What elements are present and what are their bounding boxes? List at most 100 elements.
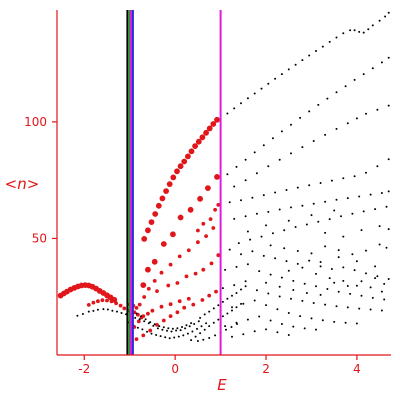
- data-point: [330, 179, 333, 182]
- data-point: [335, 36, 338, 39]
- data-point: [303, 282, 306, 285]
- data-point: [109, 299, 114, 304]
- data-point: [280, 276, 283, 279]
- data-point: [330, 268, 333, 270]
- data-point: [148, 328, 153, 333]
- data-point: [371, 67, 374, 70]
- data-point: [319, 293, 322, 296]
- data-point: [387, 278, 390, 280]
- data-point: [210, 121, 217, 127]
- data-point: [240, 302, 242, 305]
- data-point: [191, 302, 196, 307]
- data-point: [374, 208, 377, 211]
- data-point: [271, 137, 274, 140]
- data-point: [201, 267, 206, 272]
- data-point: [294, 226, 297, 228]
- data-point: [76, 314, 79, 317]
- data-point: [199, 134, 206, 141]
- data-point: [276, 308, 279, 311]
- data-point: [161, 328, 164, 331]
- data-point: [292, 289, 295, 291]
- data-point: [269, 273, 272, 276]
- data-point: [231, 335, 233, 338]
- data-point: [278, 208, 281, 211]
- data-point: [360, 294, 363, 297]
- data-point: [246, 318, 249, 321]
- data-point: [200, 325, 203, 328]
- data-point: [233, 185, 236, 188]
- data-point: [143, 320, 146, 323]
- data-point: [326, 97, 329, 100]
- y-tick-label: 100: [24, 115, 47, 129]
- data-point: [122, 306, 127, 311]
- data-point: [100, 298, 105, 303]
- data-point: [202, 338, 205, 341]
- data-point: [287, 68, 290, 71]
- data-point: [240, 102, 242, 105]
- data-point: [337, 256, 340, 259]
- data-point: [170, 174, 177, 181]
- data-point: [267, 292, 270, 295]
- data-point: [267, 165, 270, 168]
- data-point: [378, 243, 381, 246]
- data-point: [137, 302, 142, 307]
- data-point: [310, 317, 313, 320]
- data-point: [195, 138, 202, 145]
- data-point: [136, 326, 139, 329]
- data-point: [258, 270, 261, 273]
- data-point: [235, 321, 238, 324]
- data-point: [380, 192, 383, 194]
- data-point: [380, 61, 383, 64]
- data-point: [342, 266, 345, 269]
- data-point: [301, 299, 304, 302]
- data-point: [217, 304, 220, 307]
- data-point: [362, 31, 365, 34]
- data-point: [328, 277, 331, 280]
- data-point: [155, 323, 159, 327]
- data-point: [96, 299, 100, 304]
- data-point: [353, 78, 356, 81]
- data-point: [244, 179, 247, 182]
- data-point: [317, 103, 320, 106]
- data-point: [319, 182, 322, 184]
- data-point: [200, 298, 205, 302]
- data-point: [308, 259, 311, 262]
- data-point: [337, 249, 340, 252]
- data-point: [150, 332, 153, 335]
- data-point: [175, 310, 180, 315]
- data-point: [212, 307, 215, 310]
- data-point: [362, 73, 365, 76]
- data-point: [208, 217, 213, 222]
- data-point: [283, 247, 286, 250]
- data-point: [365, 272, 367, 275]
- data-point: [159, 335, 162, 338]
- data-point: [134, 306, 139, 310]
- data-point: [312, 140, 315, 142]
- x-axis-label: E: [217, 376, 227, 394]
- data-point: [365, 171, 367, 174]
- data-point: [190, 339, 193, 342]
- data-point: [380, 290, 383, 293]
- data-point: [310, 214, 313, 217]
- data-point: [346, 306, 349, 309]
- x-tick-label: 4: [353, 362, 361, 376]
- data-point: [206, 125, 213, 132]
- data-point: [276, 331, 279, 334]
- data-point: [106, 308, 109, 311]
- data-point: [205, 322, 208, 325]
- data-point: [186, 332, 189, 335]
- vertical-lines: [126, 10, 222, 355]
- data-point: [138, 318, 141, 321]
- data-point: [186, 248, 191, 253]
- data-point: [237, 242, 240, 245]
- data-point: [225, 328, 227, 331]
- data-point: [269, 244, 272, 247]
- data-point: [155, 289, 159, 293]
- data-point: [188, 325, 191, 328]
- data-point: [242, 333, 245, 336]
- data-point: [249, 238, 252, 241]
- data-point: [214, 174, 220, 180]
- data-point: [349, 29, 352, 32]
- data-point: [221, 315, 224, 318]
- data-point: [342, 177, 345, 180]
